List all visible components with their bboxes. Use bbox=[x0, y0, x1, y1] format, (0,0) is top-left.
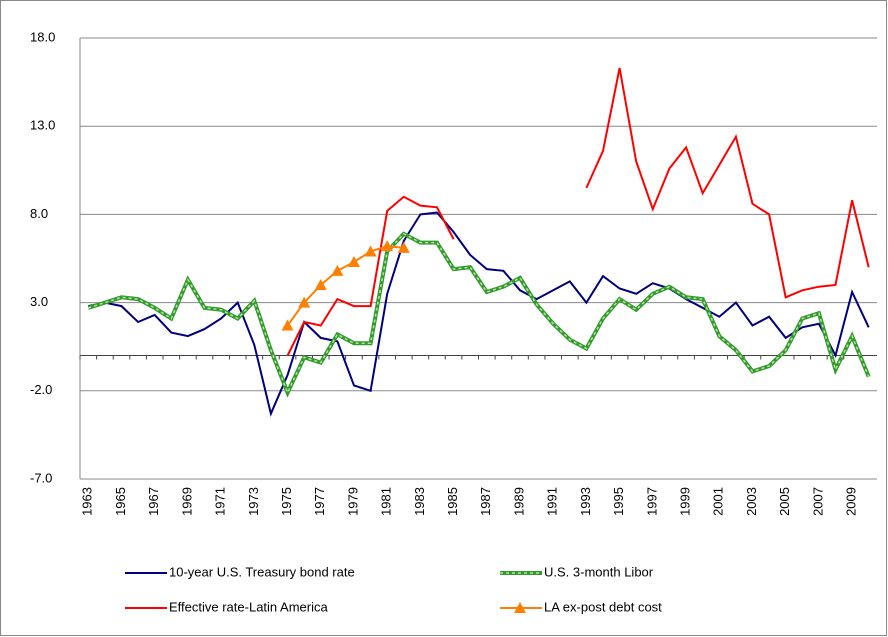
x-tick-label: 1981 bbox=[379, 487, 394, 516]
marker bbox=[381, 240, 394, 252]
legend-label: LA ex-post debt cost bbox=[544, 599, 662, 614]
series-line bbox=[88, 211, 870, 417]
x-tick-label: 1983 bbox=[412, 487, 427, 516]
marker bbox=[331, 264, 344, 276]
y-tick-label: -7.0 bbox=[30, 470, 52, 485]
y-tick-label: -2.0 bbox=[30, 382, 52, 397]
x-tick-label: 1979 bbox=[345, 487, 360, 516]
x-tick-label: 1997 bbox=[644, 487, 659, 516]
series-line-dash bbox=[88, 232, 870, 395]
y-tick-label: 8.0 bbox=[30, 206, 48, 221]
marker bbox=[298, 296, 311, 308]
marker bbox=[364, 245, 377, 257]
x-tick-label: 1969 bbox=[179, 487, 194, 516]
x-tick-label: 1985 bbox=[445, 487, 460, 516]
x-tick-label: 1987 bbox=[478, 487, 493, 516]
marker bbox=[347, 256, 360, 268]
x-tick-label: 1995 bbox=[611, 487, 626, 516]
legend-label: U.S. 3-month Libor bbox=[544, 564, 654, 579]
y-tick-label: 18.0 bbox=[30, 29, 55, 44]
legend-label: 10-year U.S. Treasury bond rate bbox=[169, 564, 355, 579]
x-tick-label: 2007 bbox=[810, 487, 825, 516]
marker bbox=[314, 278, 327, 290]
x-tick-label: 1965 bbox=[113, 487, 128, 516]
x-tick-label: 2003 bbox=[744, 487, 759, 516]
x-tick-label: 1991 bbox=[545, 487, 560, 516]
legend-label: Effective rate-Latin America bbox=[169, 599, 328, 614]
x-tick-label: 2005 bbox=[777, 487, 792, 516]
x-tick-label: 1963 bbox=[80, 487, 95, 516]
x-tick-label: 2001 bbox=[711, 487, 726, 516]
y-tick-label: 3.0 bbox=[30, 294, 48, 309]
x-tick-label: 1967 bbox=[146, 487, 161, 516]
x-tick-label: 1993 bbox=[578, 487, 593, 516]
marker bbox=[281, 319, 294, 331]
x-tick-label: 1999 bbox=[677, 487, 692, 516]
legend-marker bbox=[514, 602, 526, 613]
x-tick-label: 1975 bbox=[279, 487, 294, 516]
x-tick-label: 2009 bbox=[844, 487, 859, 516]
y-tick-label: 13.0 bbox=[30, 118, 55, 133]
x-tick-label: 1973 bbox=[246, 487, 261, 516]
series-line bbox=[286, 67, 870, 356]
x-tick-label: 1977 bbox=[312, 487, 327, 516]
x-tick-label: 1971 bbox=[213, 487, 228, 516]
x-tick-label: 1989 bbox=[511, 487, 526, 516]
marker bbox=[397, 241, 410, 253]
